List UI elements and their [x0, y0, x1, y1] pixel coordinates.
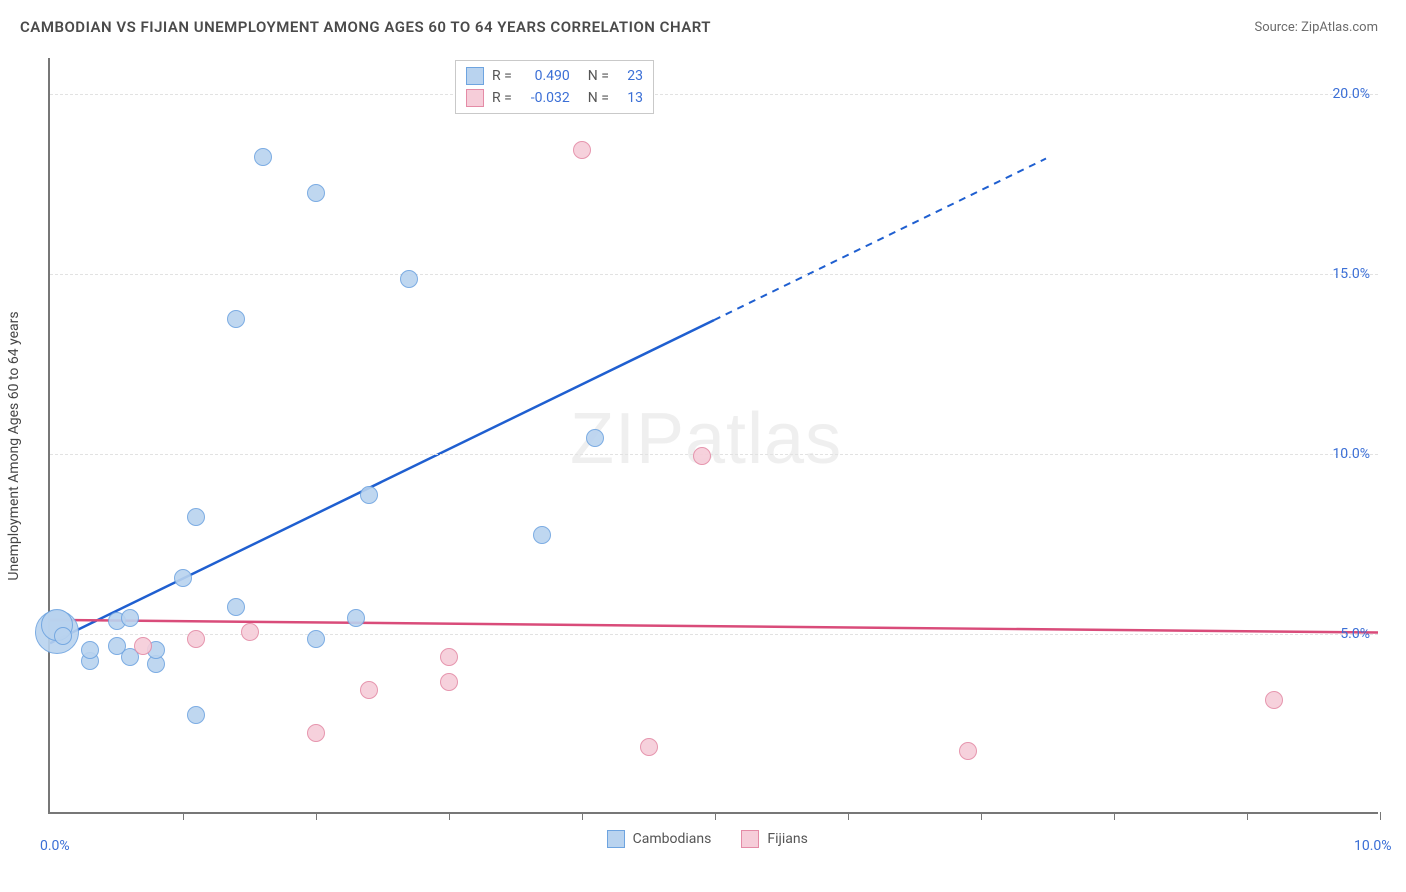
y-tick-label: 10.0%: [1332, 446, 1370, 462]
x-tick: [1114, 812, 1115, 820]
n-label: N =: [588, 65, 609, 87]
x-tick: [582, 812, 583, 820]
y-axis-label: Unemployment Among Ages 60 to 64 years: [6, 311, 22, 580]
n-value: 23: [617, 65, 643, 87]
data-point: [307, 724, 325, 742]
gridline: [50, 274, 1378, 275]
chart-title: CAMBODIAN VS FIJIAN UNEMPLOYMENT AMONG A…: [20, 18, 711, 36]
data-point: [959, 742, 977, 760]
x-tick: [316, 812, 317, 820]
data-point: [360, 486, 378, 504]
x-tick: [848, 812, 849, 820]
data-point: [1265, 691, 1283, 709]
data-point: [640, 738, 658, 756]
legend-label: Cambodians: [633, 831, 712, 847]
data-point: [307, 184, 325, 202]
correlation-row: R = -0.032 N = 13: [466, 87, 643, 109]
x-tick: [981, 812, 982, 820]
n-label: N =: [588, 87, 609, 109]
r-value: -0.032: [520, 87, 570, 109]
legend-item: Fijians: [741, 830, 807, 848]
data-point: [187, 630, 205, 648]
data-point: [54, 627, 72, 645]
data-point: [400, 270, 418, 288]
series-swatch: [466, 67, 484, 85]
correlation-box: R = 0.490 N = 23 R = -0.032 N = 13: [455, 60, 654, 114]
gridline: [50, 454, 1378, 455]
x-tick: [715, 812, 716, 820]
data-point: [586, 429, 604, 447]
data-point: [227, 598, 245, 616]
data-point: [187, 706, 205, 724]
data-point: [693, 447, 711, 465]
data-point: [187, 508, 205, 526]
r-label: R =: [492, 65, 512, 87]
plot-area: ZIPatlas 5.0% 10.0% 15.0% 20.0% R = 0.490 N = 2…: [48, 58, 1378, 814]
r-value: 0.490: [520, 65, 570, 87]
x-tick-label: 10.0%: [1354, 838, 1392, 854]
data-point: [174, 569, 192, 587]
correlation-row: R = 0.490 N = 23: [466, 65, 643, 87]
data-point: [440, 673, 458, 691]
data-point: [307, 630, 325, 648]
data-point: [360, 681, 378, 699]
legend: Cambodians Fijians: [607, 830, 808, 848]
header: CAMBODIAN VS FIJIAN UNEMPLOYMENT AMONG A…: [0, 0, 1406, 44]
x-tick: [183, 812, 184, 820]
data-point: [440, 648, 458, 666]
data-point: [227, 310, 245, 328]
data-point: [347, 609, 365, 627]
x-tick-label: 0.0%: [40, 838, 70, 854]
data-point: [241, 623, 259, 641]
r-label: R =: [492, 87, 512, 109]
data-point: [121, 609, 139, 627]
y-tick-label: 15.0%: [1332, 266, 1370, 282]
legend-label: Fijians: [767, 831, 807, 847]
y-tick-label: 20.0%: [1332, 86, 1370, 102]
x-tick: [1380, 812, 1381, 820]
legend-swatch: [607, 830, 625, 848]
data-point: [533, 526, 551, 544]
data-point: [573, 141, 591, 159]
data-point: [81, 641, 99, 659]
legend-item: Cambodians: [607, 830, 712, 848]
y-tick-label: 5.0%: [1340, 626, 1370, 642]
x-tick: [1247, 812, 1248, 820]
series-swatch: [466, 89, 484, 107]
gridline: [50, 94, 1378, 95]
data-point: [134, 637, 152, 655]
x-tick: [449, 812, 450, 820]
n-value: 13: [617, 87, 643, 109]
watermark: ZIPatlas: [570, 398, 842, 480]
data-point: [254, 148, 272, 166]
legend-swatch: [741, 830, 759, 848]
source-name: ZipAtlas.com: [1301, 20, 1378, 35]
source-label: Source: ZipAtlas.com: [1254, 20, 1378, 35]
trend-lines-svg: [50, 58, 1378, 812]
